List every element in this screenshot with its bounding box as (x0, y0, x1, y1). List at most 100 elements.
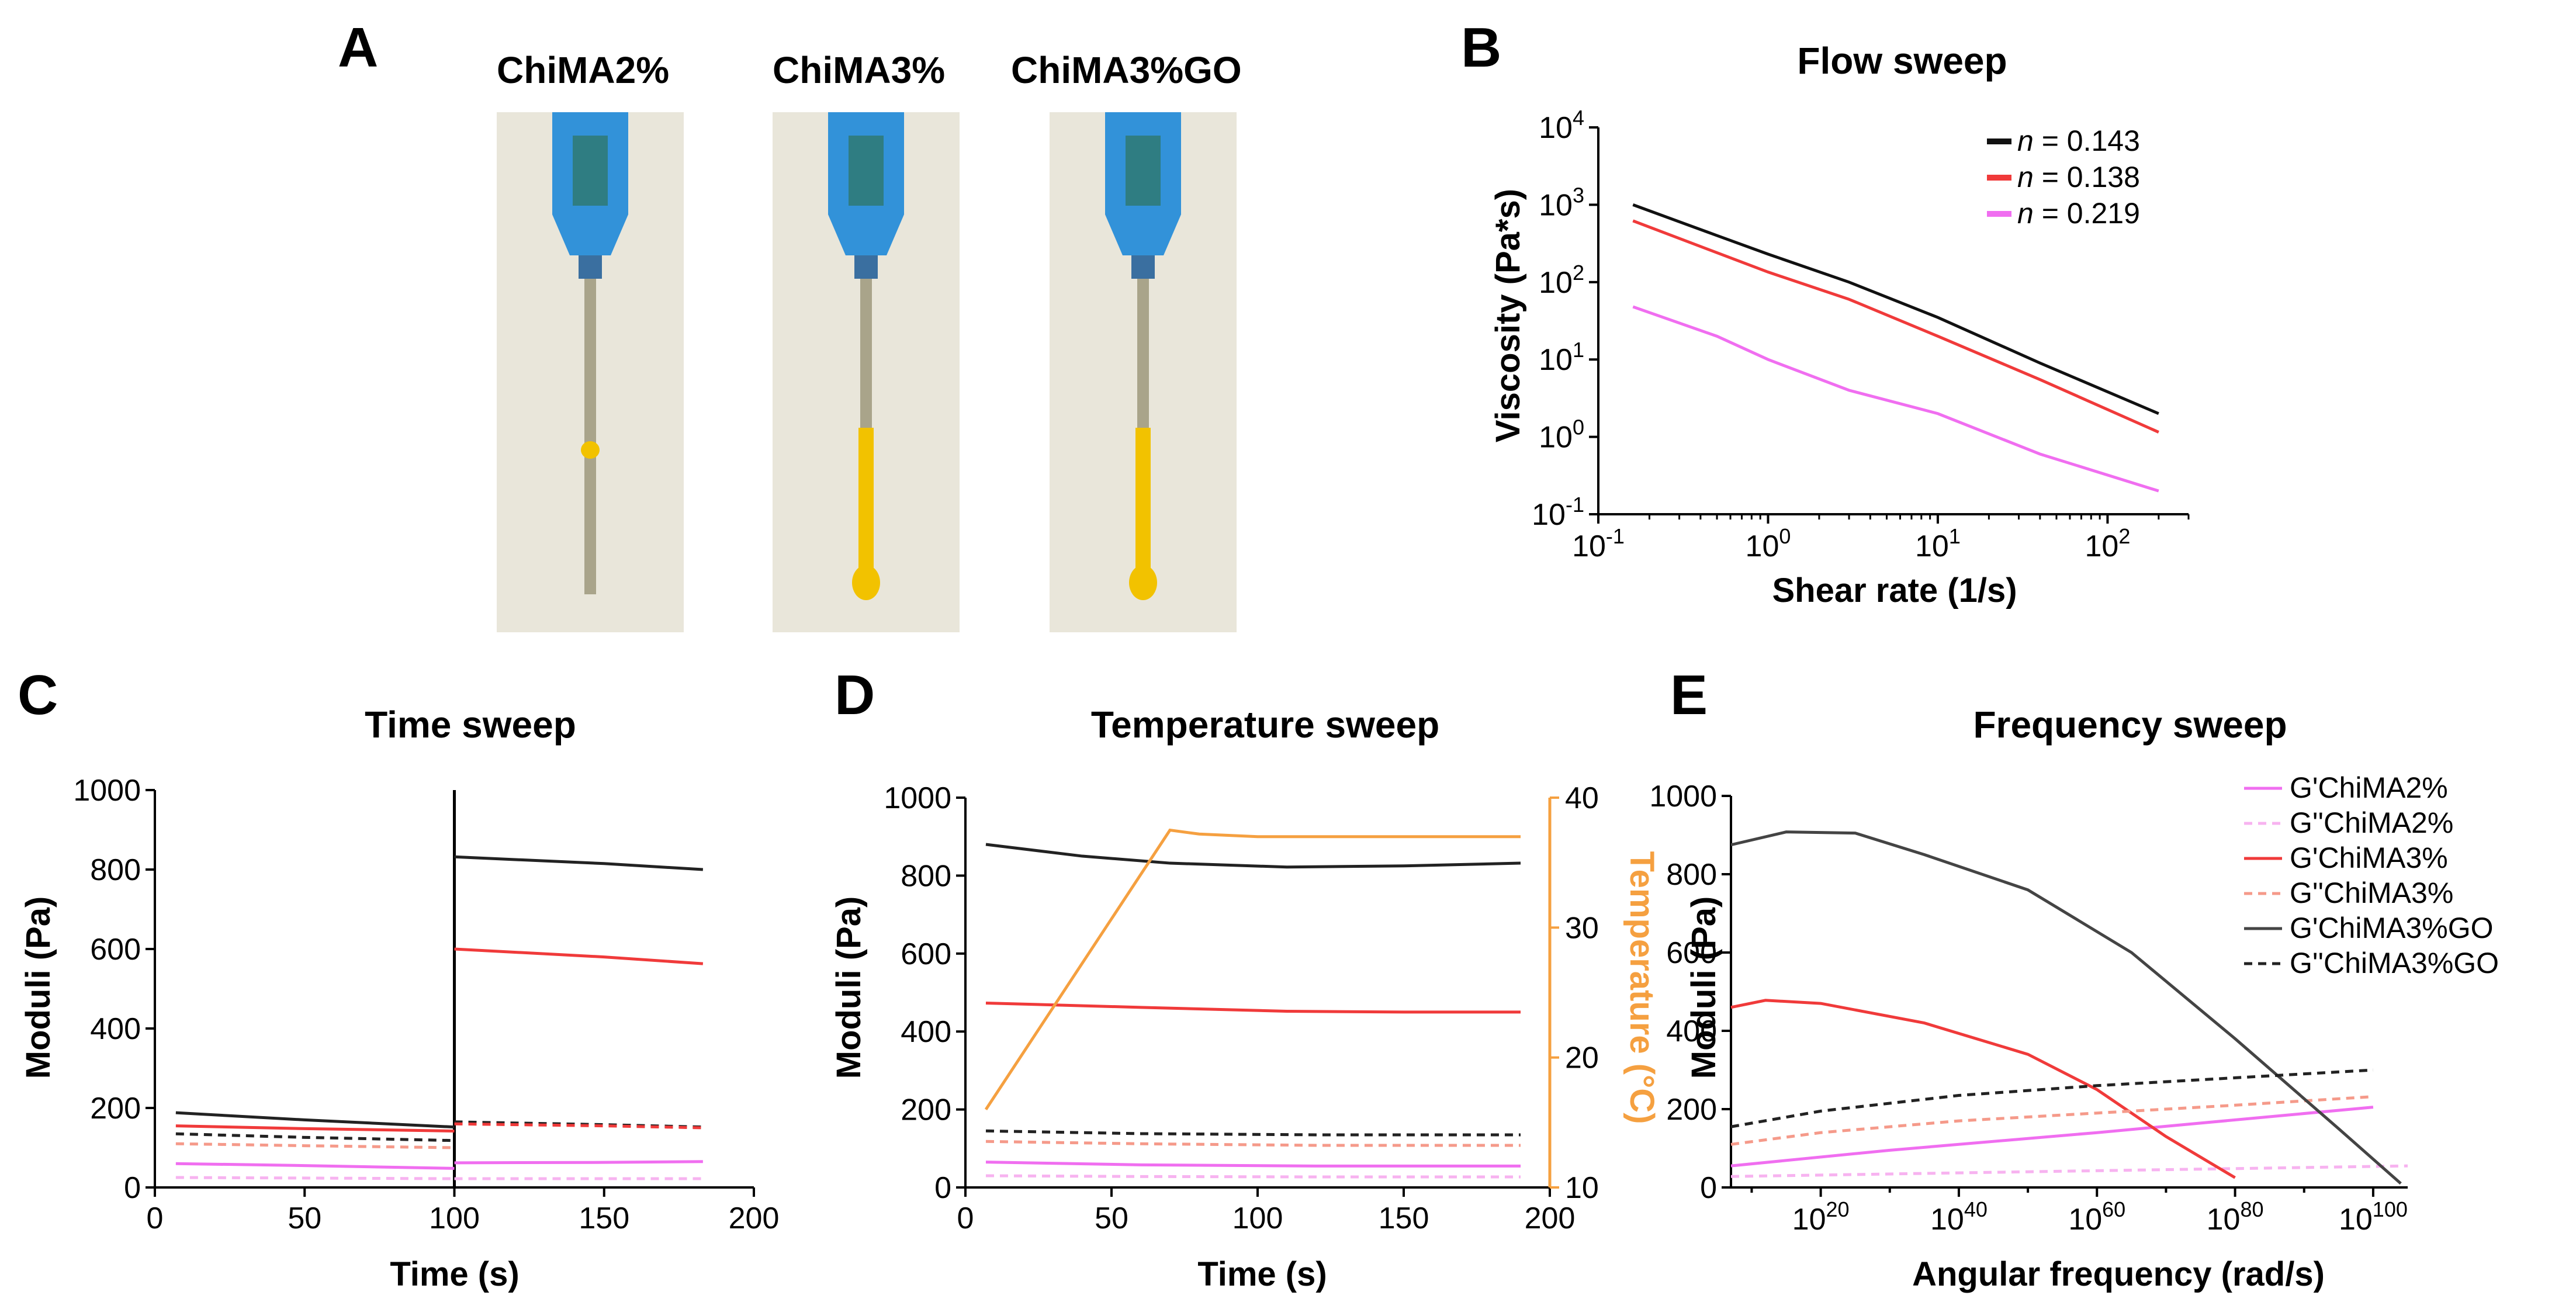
legend-entry: G'ChiMA2% (2290, 771, 2448, 804)
y2-tick-label: 40 (1565, 781, 1599, 815)
legend-entry: G'ChiMA3%GO (2290, 912, 2494, 944)
frequency-sweep-title: Frequency sweep (1973, 704, 2287, 746)
series-line (1730, 1164, 2408, 1178)
x-tick-label: 50 (1095, 1201, 1128, 1235)
frequency-sweep-chart: Frequency sweep 1020 1040 1060 1080 10100 0 20… (1649, 704, 2499, 1293)
series-line (985, 1140, 1521, 1147)
y-tick-label: 101 (1539, 338, 1584, 377)
y-axis-label: Viscosity (Pa*s) (1489, 189, 1527, 442)
y-tick-label: 600 (901, 937, 951, 971)
x-tick-label: 101 (1915, 524, 1961, 563)
y-tick-label: 800 (1666, 858, 1717, 892)
syringe-hub-core (573, 136, 608, 206)
photo-label-chima2: ChiMA2% (497, 49, 670, 91)
y2-tick-label: 20 (1565, 1041, 1599, 1075)
x-tick-label: 200 (1525, 1201, 1576, 1235)
y-tick-label: 400 (90, 1012, 141, 1046)
y2-tick-label: 30 (1565, 911, 1599, 945)
y-tick-label: 400 (901, 1015, 951, 1049)
flow-sweep-chart: Flow sweep 10-1 100 101 102 10-1 100 101 102 103… (1489, 40, 2190, 609)
x-tick-label: 0 (147, 1201, 164, 1235)
series-line (1730, 1095, 2374, 1146)
y-tick-label: 0 (934, 1171, 951, 1205)
gel-column (858, 428, 874, 574)
x-axis-label: Shear rate (1/s) (1772, 572, 2017, 609)
photo-label-chima3go: ChiMA3%GO (1011, 49, 1242, 91)
y-tick-label: 200 (1666, 1093, 1717, 1127)
y-tick-label: 200 (90, 1092, 141, 1125)
series-line (1730, 1106, 2374, 1168)
x-tick-label: 102 (2085, 524, 2130, 563)
legend-entry: n = 0.143 (2017, 124, 2140, 157)
syringe-photo (773, 112, 960, 632)
panel-label-d: D (835, 664, 875, 726)
frequency-sweep-lines (1730, 830, 2408, 1185)
syringe-photo (1050, 112, 1237, 632)
time-sweep-chart: Time sweep 0 50 100 150 200 0 200 400 600 800 1000… (19, 704, 779, 1293)
syringe-needle (584, 279, 596, 594)
y-tick-label: 103 (1539, 183, 1584, 222)
temperature-sweep-chart: Temperature sweep 0 50 100 150 200 0 200 400 600… (830, 704, 1661, 1293)
x-tick-label: 150 (1379, 1201, 1429, 1235)
syringe-collar (854, 255, 878, 279)
series-line (454, 855, 704, 871)
y-tick-label: 600 (1666, 936, 1717, 970)
y-tick-label: 10-1 (1532, 493, 1584, 532)
x-axis-label: Angular frequency (rad/s) (1912, 1255, 2325, 1293)
gel-droplet (581, 441, 600, 459)
legend-entry: n = 0.138 (2017, 161, 2140, 193)
syringe-hub-core (1126, 136, 1161, 206)
series-line (985, 843, 1521, 869)
y-tick-label: 400 (1666, 1014, 1717, 1048)
legend-entry: G''ChiMA2% (2290, 806, 2453, 839)
x-tick-label: 1040 (1930, 1197, 1988, 1237)
x-tick-label: 1080 (2207, 1197, 2264, 1237)
series-line (175, 1132, 455, 1142)
x-axis-label: Time (s) (1197, 1255, 1327, 1293)
y-tick-label: 800 (90, 853, 141, 887)
y-axis-label: Moduli (Pa) (19, 896, 57, 1079)
gel-column (1135, 428, 1151, 574)
y-tick-label: 0 (1700, 1171, 1717, 1205)
series-line (175, 1142, 455, 1149)
gel-droplet (1129, 565, 1157, 600)
temperature-sweep-axes: 0 50 100 150 200 0 200 400 600 800 1000 10 20 30 40 (884, 781, 1599, 1235)
flow-sweep-lines (1632, 203, 2159, 493)
series-line (1632, 219, 2159, 434)
x-tick-label: 200 (729, 1201, 780, 1235)
y-axis-label: Moduli (Pa) (830, 896, 868, 1079)
series-line (454, 1122, 703, 1130)
photo-label-chima3: ChiMA3% (773, 49, 946, 91)
series-line (175, 1162, 455, 1170)
series-line (985, 1161, 1521, 1168)
series-line (985, 1174, 1521, 1179)
temperature-sweep-lines (984, 828, 1521, 1179)
y-tick-label: 800 (901, 859, 951, 893)
series-line (454, 1160, 703, 1165)
panel-label-a: A (338, 16, 379, 79)
temperature-sweep-title: Temperature sweep (1091, 704, 1439, 746)
time-sweep-axes: 0 50 100 150 200 0 200 400 600 800 1000 (73, 774, 779, 1235)
y-tick-label: 1000 (1649, 780, 1717, 813)
series-line (1632, 305, 2159, 493)
x-tick-label: 10100 (2339, 1197, 2408, 1237)
x-tick-label: 100 (429, 1201, 480, 1235)
series-line (985, 1002, 1521, 1014)
y2-axis-label: Temperature (°C) (1623, 851, 1661, 1124)
legend-entry: G''ChiMA3%GO (2290, 947, 2499, 979)
time-sweep-lines (175, 855, 704, 1180)
legend-entry: G''ChiMA3% (2290, 877, 2453, 909)
syringe-photo (497, 112, 684, 632)
legend-entry: n = 0.219 (2017, 197, 2140, 230)
flow-sweep-axes: 10-1 100 101 102 10-1 100 101 102 103 104 (1532, 106, 2190, 563)
x-tick-label: 1060 (2068, 1197, 2125, 1237)
series-line (175, 1124, 455, 1133)
panel-label-b: B (1461, 16, 1502, 79)
x-axis-label: Time (s) (390, 1255, 519, 1293)
flow-sweep-legend: n = 0.143 n = 0.138 n = 0.219 (1987, 124, 2140, 230)
x-tick-label: 10-1 (1572, 524, 1625, 563)
y-tick-label: 200 (901, 1093, 951, 1127)
time-sweep-title: Time sweep (365, 704, 576, 746)
series-line (985, 1129, 1521, 1137)
